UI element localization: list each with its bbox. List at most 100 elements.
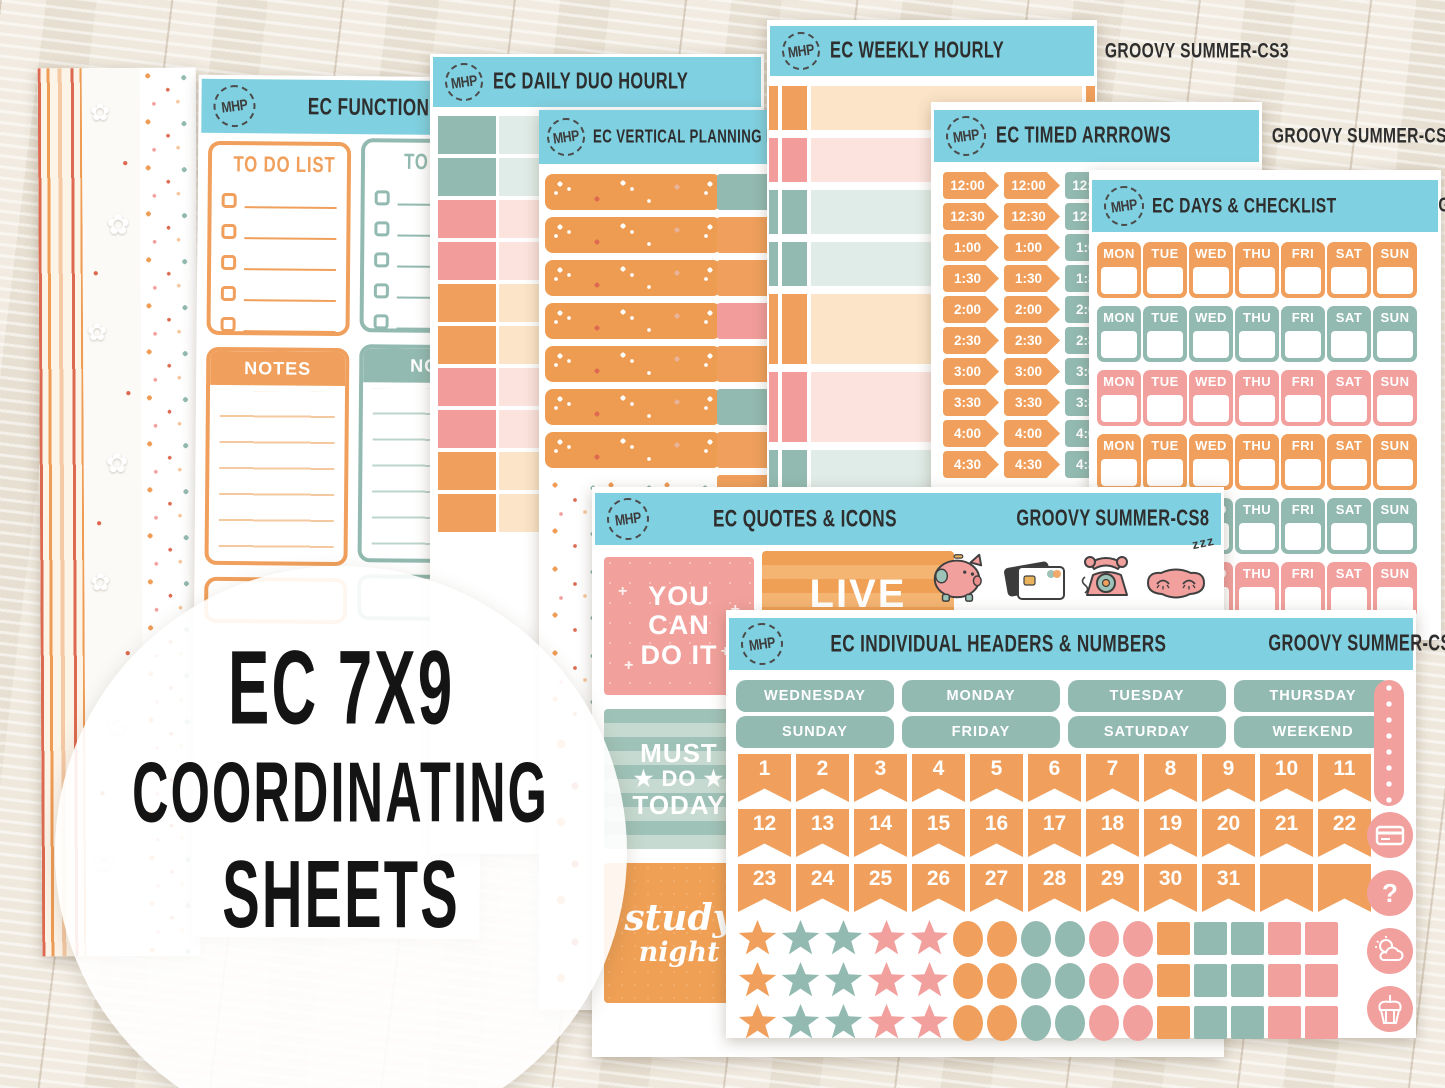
badge-line: COORDINATING: [132, 744, 550, 840]
checkbox-icon: [221, 223, 237, 240]
strip-edge: [769, 138, 778, 182]
solid-header-sticker: [717, 432, 773, 468]
mhp-logo: MHP: [738, 620, 786, 668]
time-arrow-sticker: 12:00: [1004, 172, 1060, 199]
day-header-sticker: WEEKEND: [1234, 716, 1392, 748]
shape-sticker: [824, 920, 863, 955]
write-area: [1193, 267, 1229, 294]
strip-solid: [438, 284, 496, 322]
strip-edge: [769, 294, 778, 364]
mhp-logo: MHP: [1101, 183, 1147, 229]
shape-sticker: [1021, 920, 1051, 957]
day-sticker: WED: [1189, 306, 1233, 362]
date-number-row: 12 13 14 15 16 17 18 19 20 21 22: [738, 809, 1371, 857]
shape-sticker: [1268, 1006, 1301, 1039]
quote-line: ★ DO ★: [633, 766, 725, 792]
date-flag-sticker: 5: [970, 754, 1023, 802]
write-area: [1285, 587, 1321, 614]
write-area: [1239, 331, 1275, 358]
day-sticker: FRI: [1281, 434, 1325, 490]
date-flag-sticker: 15: [912, 809, 965, 857]
shape-sticker: [1305, 1006, 1338, 1039]
sheet-header: MHP EC TIMED ARRROWS GROOVY SUMMER-CS4: [934, 110, 1445, 162]
day-sticker: TUE: [1143, 306, 1187, 362]
write-line: [244, 206, 337, 209]
date-flag-sticker: 4: [912, 754, 965, 802]
time-arrow-sticker: 12:30: [943, 203, 999, 230]
quote-line: LIVE: [809, 572, 907, 616]
time-arrow-sticker: 4:00: [1004, 420, 1060, 447]
strip-nub: [782, 294, 807, 364]
time-arrow-sticker: 12:30: [1004, 203, 1060, 230]
sheet-headers-numbers-cs7: MHP EC INDIVIDUAL HEADERS & NUMBERS GROO…: [726, 610, 1445, 1041]
sheet-code: GROOVY SUMMER-CS8: [1016, 506, 1209, 531]
day-sticker: SUN: [1373, 370, 1417, 426]
shape-sticker: [867, 920, 906, 955]
write-area: [1377, 267, 1413, 294]
day-header-sticker: TUESDAY: [1068, 680, 1226, 712]
date-flag-sticker: 2: [796, 754, 849, 802]
shape-sticker: [1157, 1006, 1190, 1039]
write-area: [1331, 331, 1367, 358]
checkbox-icon: [373, 314, 389, 330]
shape-sticker: [1194, 1006, 1227, 1039]
write-area: [1331, 587, 1367, 614]
sheet-code: GROOVY SUMMER-CS3: [1105, 38, 1290, 63]
solid-header-sticker: [717, 217, 773, 253]
strip-edge: [769, 190, 778, 234]
day-sticker: MON: [1097, 306, 1141, 362]
date-flag-sticker: 14: [854, 809, 907, 857]
shape-sticker: [1305, 922, 1338, 955]
write-area: [1285, 523, 1321, 550]
checkbox-icon: [220, 285, 236, 302]
quote-line: MUST: [640, 738, 718, 769]
time-arrow-sticker: 1:30: [943, 265, 999, 292]
flower-header-sticker: [545, 260, 721, 296]
write-area: [1285, 395, 1321, 422]
plus-mark: +: [624, 657, 634, 674]
shape-sticker: [953, 920, 983, 957]
flower-header-sticker: [545, 303, 721, 339]
badge-line: SHEETS: [222, 840, 460, 948]
sheet-title: EC INDIVIDUAL HEADERS & NUMBERS: [830, 629, 1167, 657]
plus-mark: +: [721, 643, 730, 661]
strip-solid: [438, 116, 496, 154]
day-header-row: WEDNESDAY MONDAY TUESDAY THURSDAY: [736, 680, 1392, 712]
date-flag-sticker: 24: [796, 864, 849, 912]
shape-sticker: [1157, 922, 1190, 955]
date-flag-sticker: 6: [1028, 754, 1081, 802]
strip-solid: [438, 410, 496, 448]
day-sticker: MON: [1097, 242, 1141, 298]
date-flag-sticker: 17: [1028, 809, 1081, 857]
shape-sticker: [1021, 1004, 1051, 1041]
day-sticker: MON: [1097, 434, 1141, 490]
sheet-title: EC DAILY DUO HOURLY: [493, 69, 689, 94]
note-lines: [218, 390, 336, 556]
sheet-header: MHP EC WEEKLY HOURLY GROOVY SUMMER-CS3: [770, 26, 1289, 76]
checkbox-icon: [373, 283, 389, 299]
quote-line: DO IT: [640, 639, 718, 670]
date-flag-sticker: 13: [796, 809, 849, 857]
strip-edge: [769, 450, 778, 520]
shape-sticker: [824, 962, 863, 997]
credit-cards-icon: [1004, 557, 1068, 605]
day-sticker: SUN: [1373, 498, 1417, 554]
time-arrow-sticker: 2:00: [1004, 296, 1060, 323]
shape-sticker: [1089, 1004, 1119, 1041]
day-sticker: SUN: [1373, 434, 1417, 490]
title-badge: EC 7X9 COORDINATING SHEETS: [55, 566, 627, 1088]
time-arrow-sticker: 4:30: [943, 451, 999, 478]
checklist-row: [221, 222, 337, 240]
flower-icon: ✿: [106, 208, 131, 241]
write-area: [1101, 459, 1137, 486]
todo-title: TO DO LIST: [233, 152, 336, 178]
berry-icon: ●: [92, 268, 99, 280]
checkbox-icon: [221, 192, 237, 209]
write-area: [1147, 395, 1183, 422]
date-flag-sticker: [1260, 864, 1313, 912]
checkbox-icon: [374, 221, 390, 237]
shape-sticker: [1231, 964, 1264, 997]
solid-header-sticker: [717, 346, 773, 382]
date-flag-sticker: 26: [912, 864, 965, 912]
quote-line: CAN: [648, 610, 710, 641]
